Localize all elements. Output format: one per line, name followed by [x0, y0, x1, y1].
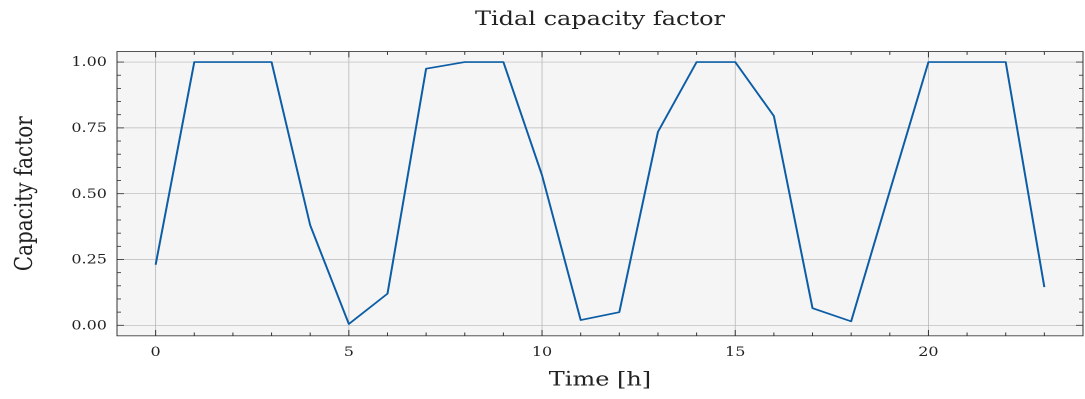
y-tick-label: 0.00: [71, 318, 107, 333]
x-axis-label: Time [h]: [549, 369, 651, 392]
axis-ticks: [116, 51, 1084, 336]
series-line: [154, 61, 1046, 325]
y-tick-label: 1.00: [71, 54, 107, 69]
y-tick-label: 0.75: [71, 120, 107, 135]
y-tick-label: 0.25: [71, 252, 107, 267]
y-tick-label: 0.50: [71, 186, 107, 201]
x-tick-label: 5: [344, 344, 354, 359]
x-tick-label: 0: [151, 344, 161, 359]
chart-title: Tidal capacity factor: [475, 8, 725, 31]
tick-labels: 0 5 10 15 20 0.00 0.25 0.50 0.75 1.00: [71, 54, 938, 359]
grid-lines: [117, 51, 1083, 336]
x-tick-label: 15: [725, 344, 745, 359]
x-tick-label: 10: [532, 344, 552, 359]
y-axis-label: Capacity factor: [11, 116, 38, 271]
x-tick-label: 20: [918, 344, 938, 359]
series-layer: [154, 61, 1046, 325]
